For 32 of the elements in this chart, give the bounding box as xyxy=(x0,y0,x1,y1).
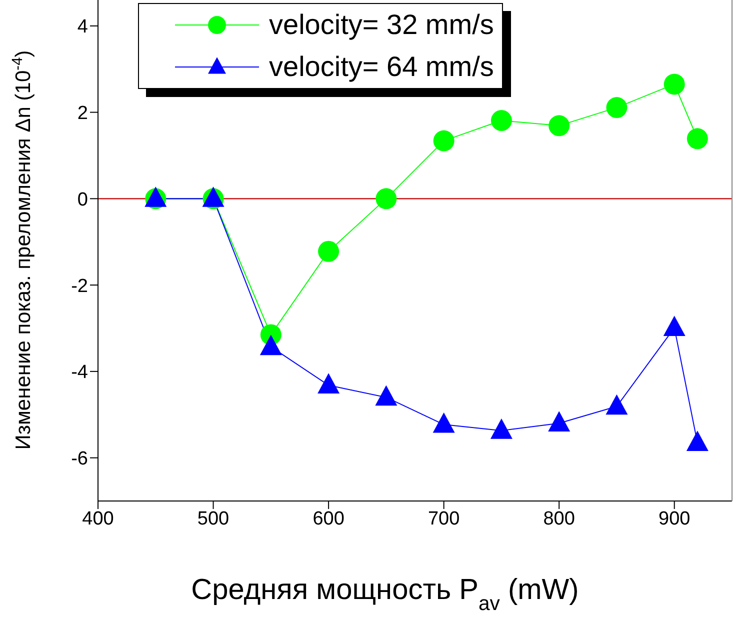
point xyxy=(606,394,628,415)
point xyxy=(260,334,282,356)
x-tick-label: 400 xyxy=(82,508,114,530)
point xyxy=(663,316,686,336)
point xyxy=(548,411,570,432)
y-tick-label: 2 xyxy=(77,103,88,124)
point xyxy=(490,110,512,131)
x-tick-label: 800 xyxy=(543,508,575,530)
y-tick-label: -4 xyxy=(71,362,88,384)
point xyxy=(432,412,455,433)
point xyxy=(686,128,708,150)
point xyxy=(490,418,512,439)
point xyxy=(433,130,454,152)
x-axis-title: Средняя мощность P$_{av}$ (mW) xyxy=(191,574,579,615)
point xyxy=(548,115,570,136)
legend-label: velocity= 32 mm/s xyxy=(269,9,494,41)
y-tick-label: 4 xyxy=(77,16,88,38)
legend-label: velocity= 64 mm/s xyxy=(269,51,494,83)
point xyxy=(606,97,628,118)
y-tick-label: -6 xyxy=(71,448,88,470)
point xyxy=(686,430,708,451)
x-tick-label: 600 xyxy=(312,508,344,530)
y-tick-label: 0 xyxy=(77,189,88,210)
x-tick-label: 700 xyxy=(428,508,460,530)
point xyxy=(375,385,398,406)
x-tick-label: 500 xyxy=(197,508,230,530)
point xyxy=(318,373,340,394)
point xyxy=(376,188,397,210)
point xyxy=(664,74,685,95)
x-tick-label: 900 xyxy=(658,508,690,530)
y-tick-label: -2 xyxy=(71,276,88,297)
point xyxy=(318,240,340,262)
